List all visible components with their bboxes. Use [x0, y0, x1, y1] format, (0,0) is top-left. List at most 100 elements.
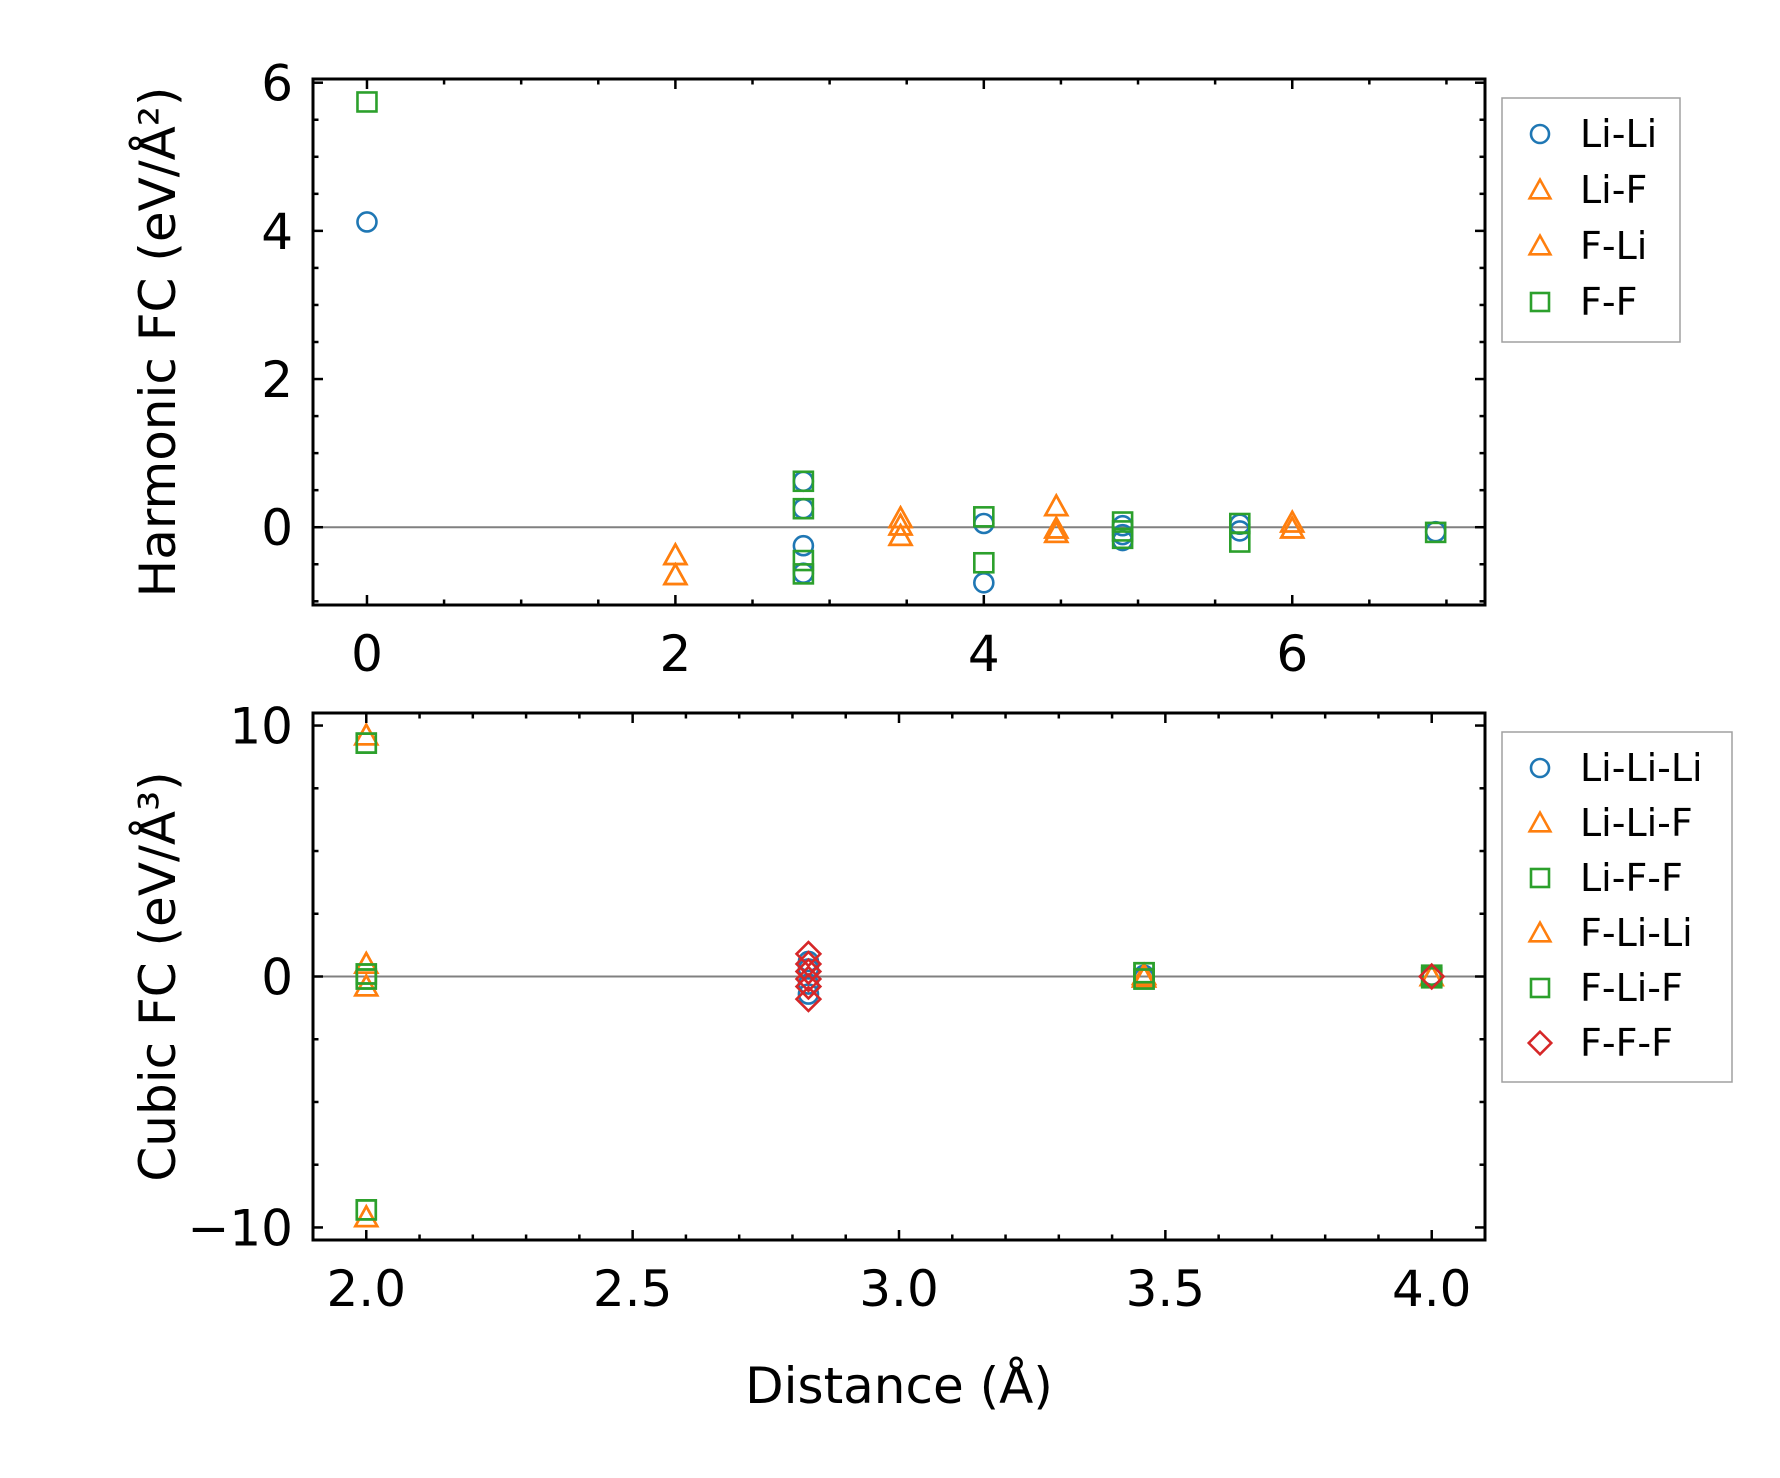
legend-label: Li-Li [1580, 112, 1657, 156]
data-point [973, 571, 995, 594]
series-li-li-f [353, 721, 1445, 1228]
data-point [973, 506, 995, 528]
data-point [353, 1203, 380, 1228]
data-point [792, 549, 815, 572]
data-point [792, 497, 815, 520]
legend-label: Li-F-F [1580, 856, 1683, 900]
data-point [353, 972, 380, 997]
data-point [1043, 519, 1070, 544]
legend-label: F-Li-F [1580, 966, 1683, 1010]
x-tick-label: 4 [968, 625, 1000, 683]
data-point [794, 957, 823, 986]
series-li-li-li [797, 950, 1443, 1005]
data-point [1043, 492, 1070, 517]
x-tick-label: 6 [1276, 625, 1308, 683]
data-point [1279, 515, 1306, 539]
data-point [1229, 531, 1251, 553]
series-f-f-f [794, 940, 1446, 1013]
series-f-li [662, 492, 1306, 586]
legend-box [1501, 731, 1733, 1083]
data-point [887, 512, 914, 536]
data-point [662, 541, 689, 566]
data-point [1279, 509, 1306, 533]
data-point [1418, 962, 1446, 991]
data-point [792, 563, 815, 585]
data-point [356, 211, 378, 233]
data-point [355, 968, 378, 990]
legend-label: F-Li [1580, 224, 1647, 268]
data-point [1130, 964, 1158, 988]
legend-marker [1529, 867, 1551, 889]
legend-marker [1527, 919, 1553, 943]
y-tick-label: 10 [229, 698, 293, 756]
x-tick-label: 2 [659, 625, 691, 683]
legend-label: F-F-F [1580, 1021, 1673, 1065]
y-axis-label: Cubic FC (eV/Å³) [129, 771, 187, 1181]
legend: Li-Li-Li Li-Li-F Li-F-F F-Li-Li F-Li-F F-F-F [1501, 731, 1733, 1083]
x-tick-label: 0 [351, 625, 383, 683]
data-point [792, 534, 815, 557]
series-f-li-li [353, 721, 1445, 1228]
data-point [353, 972, 380, 997]
data-point [355, 1199, 378, 1221]
data-point [792, 470, 815, 493]
legend-label: Li-Li-F [1580, 801, 1693, 845]
series-f-f [356, 91, 1447, 585]
legend-marker [1527, 232, 1553, 256]
data-point [792, 497, 815, 520]
data-point [794, 985, 823, 1013]
data-point [1133, 968, 1155, 990]
data-point [1424, 520, 1447, 543]
data-point [662, 561, 689, 586]
legend-marker [1529, 123, 1551, 145]
data-point [792, 562, 815, 584]
data-point [356, 91, 378, 113]
data-point [662, 561, 689, 586]
legend-label: Li-Li-Li [1580, 746, 1703, 790]
data-point [1043, 492, 1070, 517]
data-point [1279, 509, 1306, 533]
y-tick-label: −10 [187, 1199, 293, 1257]
data-point [794, 972, 823, 1001]
legend-label: Li-F [1580, 168, 1647, 212]
y-tick-label: 2 [261, 351, 293, 409]
harmonic-fc-panel: 0 2 4 6 0 2 4 6 Harmonic FC (eV/Å²) Li-Li Li-F F-Li… [129, 55, 1681, 683]
legend-marker [1529, 757, 1551, 779]
legend-marker [1526, 1029, 1554, 1057]
x-tick-label: 2.0 [327, 1260, 407, 1318]
data-point [353, 950, 380, 974]
x-tick-label: 2.5 [593, 1260, 673, 1318]
x-tick-label: 3.0 [859, 1260, 939, 1318]
y-tick-label: 4 [261, 203, 293, 261]
y-axis-label: Harmonic FC (eV/Å²) [129, 87, 187, 598]
x-tick-label: 3.5 [1126, 1260, 1206, 1318]
legend-label: F-Li-Li [1580, 911, 1693, 955]
data-point [1043, 515, 1070, 539]
series-li-f [662, 492, 1306, 586]
data-point [973, 512, 995, 535]
legend-marker [1527, 809, 1553, 833]
y-tick-label: 0 [261, 949, 293, 1007]
data-point [355, 732, 378, 754]
data-point [794, 965, 823, 993]
data-point [1424, 521, 1447, 544]
legend: Li-Li Li-F F-Li F-F [1501, 97, 1681, 343]
y-tick-label: 0 [261, 499, 293, 557]
data-point [973, 551, 995, 574]
data-point [1111, 527, 1134, 550]
ticks [313, 79, 1485, 605]
cubic-fc-panel: 2.0 2.5 3.0 3.5 4.0 −10 0 10 Cubic FC (eV/Å³) Dis… [129, 698, 1733, 1415]
data-point [792, 470, 815, 493]
legend-label: F-F [1580, 280, 1637, 324]
x-tick-label: 4.0 [1392, 1260, 1472, 1318]
data-point [353, 1203, 380, 1228]
ticks [311, 713, 1487, 1240]
y-tick-label: 6 [261, 55, 293, 113]
legend-marker [1527, 176, 1553, 200]
x-axis-label: Distance (Å) [745, 1357, 1053, 1415]
data-point [662, 541, 689, 566]
legend-marker [1529, 977, 1551, 999]
legend-marker [1529, 291, 1551, 313]
data-point [887, 522, 914, 547]
